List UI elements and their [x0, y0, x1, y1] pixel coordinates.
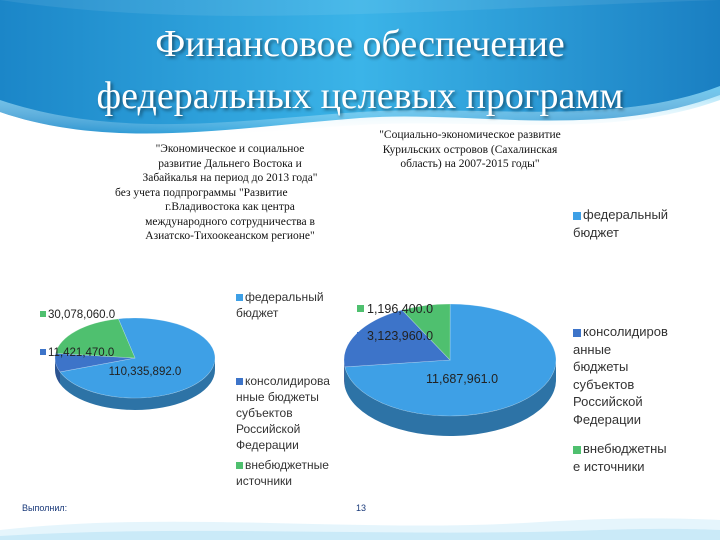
chart1-title-line: Азиатско-Тихоокеанском регионе"	[145, 230, 315, 242]
footer-author: Выполнил:	[22, 503, 68, 513]
legend-swatch	[236, 294, 243, 302]
chart1-slice-side-regional	[55, 358, 61, 384]
legend-label: анные	[573, 341, 612, 357]
chart1-slice-side-federal	[60, 358, 215, 410]
chart1-title-line: "Экономическое и социальное	[155, 143, 305, 155]
chart1-label-swatch-extra	[40, 311, 46, 317]
chart1-label-swatch-regional	[40, 349, 46, 355]
legend-swatch	[236, 378, 243, 386]
chart1-slice-regional	[54, 353, 136, 373]
chart1-pie: 110,335,892.0 11,421,470.0 30,078,060.0	[40, 309, 216, 410]
legend-label: внебюджетные	[245, 458, 329, 472]
chart1-pie-side	[55, 358, 215, 410]
chart2-data-label-regional: 3,123,960.0	[367, 329, 433, 343]
legend-label: федеральный	[583, 207, 669, 222]
chart2-pie-side	[344, 360, 556, 436]
chart1-title-line: г.Владивостока как центра	[165, 201, 295, 213]
header-banner: Финансовое обеспечение федеральных целев…	[0, 0, 720, 135]
legend-label: е источники	[573, 458, 645, 474]
legend-label: федеральный	[245, 290, 324, 304]
legend-swatch	[573, 211, 581, 220]
legend-label: бюджет	[236, 306, 279, 320]
chart1-legend-item-federal: федеральный бюджет	[236, 289, 324, 321]
legend-label: внебюджетны	[583, 441, 667, 456]
legend-swatch	[573, 328, 581, 337]
chart1-title-line: развитие Дальнего Востока и	[158, 157, 302, 170]
chart2-legend-item-federal: федеральный бюджет	[573, 206, 668, 241]
chart2-slice-side-federal	[344, 360, 556, 436]
chart1-legend-item-regional: консолидирова нные бюджеты субъектов Россий…	[236, 373, 330, 453]
chart2-slice-federal	[344, 303, 557, 417]
chart2-slice-extra	[401, 303, 451, 361]
chart2-title: "Социально-экономическое развитие Куриль…	[340, 128, 600, 172]
legend-label: бюджет	[573, 224, 619, 240]
title-line-2: федеральных целевых программ	[96, 75, 624, 117]
legend-swatch	[573, 445, 581, 454]
legend-label: бюджеты	[573, 359, 629, 374]
chart1-slice-federal	[59, 317, 216, 399]
chart1-title-line: международного сотрудничества в	[145, 215, 315, 228]
chart2-slice-regional	[343, 309, 451, 368]
chart2-legend-item-extra: внебюджетны е источники	[573, 440, 667, 475]
legend-label: Федерации	[573, 411, 642, 427]
chart2-legend-item-regional: консолидиров анные бюджеты субъектов Российс…	[573, 323, 668, 428]
title-line-1: Финансовое обеспечение	[155, 23, 565, 65]
chart2-data-label-federal: 11,687,961.0	[426, 372, 498, 386]
chart1-slice-extra	[55, 318, 136, 359]
legend-label: консолидиров	[583, 324, 668, 339]
chart2-label-swatch-regional	[357, 332, 364, 339]
legend-label: Российской	[236, 422, 301, 436]
legend-label: нные бюджеты	[236, 390, 319, 404]
page-title: Финансовое обеспечение федеральных целев…	[0, 18, 720, 122]
chart2-title-line: область) на 2007-2015 годы"	[400, 158, 540, 170]
legend-label: субъектов	[236, 406, 293, 420]
legend-label: Федерации	[236, 438, 299, 452]
chart1-data-label-federal: 110,335,892.0	[109, 366, 182, 378]
chart2-title-line: Курильских островов (Сахалинская	[382, 143, 558, 156]
chart2-pie: 11,687,961.0 3,123,960.0 1,196,400.0	[343, 302, 557, 436]
chart2-data-label-extra: 1,196,400.0	[367, 302, 433, 316]
bottom-wave	[0, 518, 720, 540]
chart2-label-swatch-extra	[357, 305, 364, 312]
chart2-slice-side-regional	[344, 360, 345, 387]
chart1-title: "Экономическое и социальное развитие Дал…	[115, 142, 345, 244]
page-number: 13	[356, 503, 367, 513]
legend-swatch	[236, 462, 243, 470]
chart1-title-line: без учета подпрограммы "Развитие	[115, 186, 288, 199]
chart1-data-label-extra: 30,078,060.0	[48, 309, 115, 321]
chart1-title-line: Забайкалья на период до 2013 года"	[142, 172, 318, 184]
legend-label: консолидирова	[245, 374, 330, 388]
chart1-data-label-regional: 11,421,470.0	[48, 347, 114, 359]
legend-label: субъектов	[573, 376, 635, 392]
legend-label: источники	[236, 474, 293, 488]
chart1-legend-item-extra: внебюджетные источники	[236, 457, 329, 489]
chart2-title-line: "Социально-экономическое развитие	[379, 129, 561, 141]
legend-label: Российской	[573, 394, 643, 409]
